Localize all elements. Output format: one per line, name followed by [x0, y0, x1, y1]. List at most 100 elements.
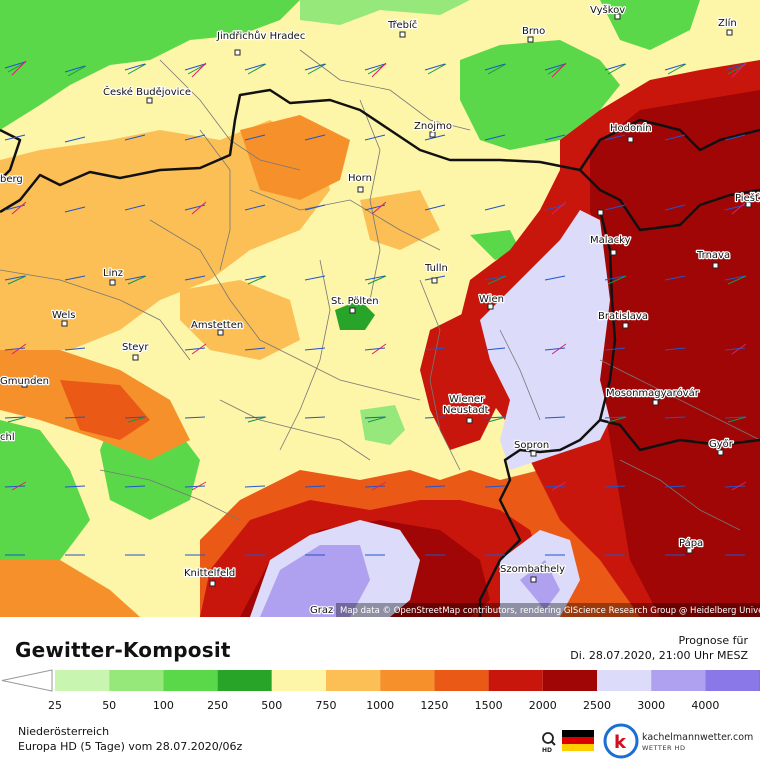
scale-label: 100	[153, 699, 174, 712]
scale-label: 2000	[529, 699, 557, 712]
city-label: Pápa	[679, 537, 703, 549]
green-area-vyskov	[600, 0, 700, 50]
scale-label: 500	[261, 699, 282, 712]
city-label: Steyr	[122, 342, 149, 353]
scale-box	[380, 670, 435, 691]
forecast-map: Jindřichův Hradec Třebíč Brno Vyškov Zlí…	[0, 0, 760, 617]
green-area-west	[0, 420, 90, 570]
city-label: Jindřichův Hradec	[216, 30, 305, 42]
green-area-northwest	[0, 0, 300, 130]
city-label: Wels	[52, 310, 75, 321]
city-label: Zlín	[718, 17, 737, 29]
purple-spot-szombathely	[520, 560, 560, 610]
city-label: Piešť	[735, 192, 759, 204]
scale-boxes	[1, 669, 760, 692]
purple-area-south	[260, 545, 370, 617]
scale-box	[217, 670, 272, 691]
city-label: Győr	[709, 438, 734, 450]
de-flag-icon[interactable]	[562, 730, 594, 751]
scale-labels: 25 50 100 250 500 750 1000 1250 1500 2000 2500 3000…	[48, 699, 719, 712]
city-label: berg	[0, 174, 23, 185]
amber-area-west	[0, 120, 330, 350]
scale-label: 750	[316, 699, 337, 712]
scale-label: 4000	[691, 699, 719, 712]
city-label: Horn	[348, 173, 372, 184]
kachelmann-logo-icon: k	[603, 723, 639, 759]
district-borders	[0, 49, 760, 531]
amber-area-center	[360, 190, 440, 250]
scale-label: 50	[102, 699, 116, 712]
wind-barbs	[4, 60, 747, 556]
scale-box	[597, 670, 652, 691]
brand-sub: WETTER HD	[642, 744, 686, 752]
svg-text:k: k	[614, 732, 627, 753]
map-canvas: Jindřichův Hradec Třebíč Brno Vyškov Zlí…	[0, 0, 760, 617]
scale-label: 1000	[366, 699, 394, 712]
country-borders	[0, 88, 760, 617]
city-label: Bratislava	[598, 311, 648, 322]
city-label: České Budějovice	[103, 85, 191, 98]
scale-box	[705, 670, 760, 691]
city-label: chl	[0, 432, 15, 443]
city-label: Gmunden	[0, 376, 49, 387]
city-label: Trnava	[696, 250, 730, 261]
attribution-bg	[336, 603, 760, 617]
scale-box	[434, 670, 489, 691]
hd-search-icon[interactable]: HD	[540, 731, 558, 753]
city-label: Szombathely	[500, 564, 565, 575]
color-scale: 25 50 100 250 500 750 1000 1250 1500 2000 2500 3000…	[1, 669, 760, 712]
scale-box	[271, 670, 326, 691]
region-name: Niederösterreich	[18, 725, 110, 738]
legend-title: Gewitter-Komposit	[15, 638, 231, 662]
scale-box	[651, 670, 706, 691]
scale-label: 25	[48, 699, 62, 712]
city-label: Vyškov	[590, 4, 625, 16]
scale-label: 3000	[637, 699, 665, 712]
orange-area-horn	[240, 115, 350, 200]
city-markers	[21, 13, 752, 587]
red-area-wiener-neustadt	[420, 310, 500, 450]
amber-area-amstetten	[180, 280, 300, 360]
city-label: Linz	[103, 268, 123, 279]
city-label: Tulln	[424, 263, 448, 274]
city-label: Brno	[522, 26, 545, 37]
city-label: Amstetten	[191, 320, 243, 331]
scale-label: 1500	[475, 699, 503, 712]
orange-area-southwest	[0, 560, 140, 617]
model-run: Europa HD (5 Tage) vom 28.07.2020/06z	[18, 740, 243, 753]
dark-red-area-east	[590, 90, 760, 617]
city-labels: Jindřichův Hradec Třebíč Brno Vyškov Zlí…	[0, 3, 760, 617]
city-label: Malacky	[590, 235, 631, 246]
scale-label: 2500	[583, 699, 611, 712]
scale-box	[55, 670, 110, 691]
city-label: Wiener	[449, 394, 485, 405]
city-label: Znojmo	[414, 121, 452, 132]
city-label: Sopron	[514, 440, 549, 451]
city-label: Třebíč	[387, 19, 417, 31]
city-label: Mosonmagyaróvár	[606, 387, 700, 399]
scale-label: 1250	[420, 699, 448, 712]
scale-box	[163, 670, 218, 691]
green-spot-south	[360, 405, 405, 445]
svg-text:HD: HD	[542, 747, 552, 753]
brand-name: kachelmannwetter.com	[642, 732, 754, 743]
city-label: Neustadt	[443, 405, 489, 416]
scale-arrow-left	[1, 669, 53, 692]
city-label: Graz	[310, 605, 333, 616]
red-orange-area-gmunden	[60, 380, 150, 440]
scale-box	[542, 670, 597, 691]
map-attribution: Map data © OpenStreetMap contributors, r…	[340, 606, 760, 616]
city-label: Knittelfeld	[184, 568, 235, 579]
lavender-area-neusiedl	[480, 210, 610, 470]
scale-label: 250	[207, 699, 228, 712]
scale-box	[488, 670, 543, 691]
scale-box	[109, 670, 164, 691]
city-label: Wien	[479, 294, 504, 305]
city-label: Hodonín	[610, 122, 652, 134]
city-label: St. Pölten	[331, 296, 379, 307]
scale-box	[326, 670, 381, 691]
light-green-north	[300, 0, 470, 25]
green-spot-stpoelten	[335, 300, 375, 330]
forecast-label: Prognose für	[678, 634, 749, 647]
forecast-date: Di. 28.07.2020, 21:00 Uhr MESZ	[570, 649, 748, 662]
